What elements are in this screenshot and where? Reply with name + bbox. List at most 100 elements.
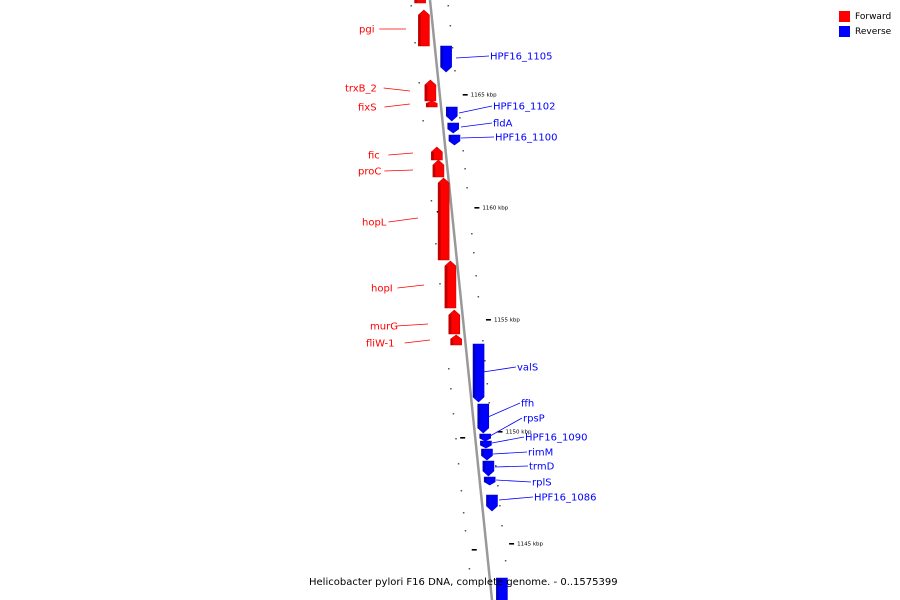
- minor-tick: [486, 383, 489, 385]
- label-connector: [460, 122, 493, 128]
- gene-label: HPF16_1086: [534, 493, 596, 504]
- gene-shade: [446, 107, 449, 116]
- scale-tick-label: 1155 kbp: [494, 318, 520, 324]
- gene-label: fixS: [358, 103, 377, 114]
- major-tick: [462, 94, 468, 96]
- minor-tick: [504, 560, 507, 562]
- scale-tick-label: 1165 kbp: [471, 93, 497, 99]
- minor-tick: [497, 485, 499, 487]
- minor-tick: [477, 296, 480, 298]
- minor-tick: [451, 47, 454, 49]
- minor-tick: [455, 438, 457, 440]
- gene-shade: [432, 165, 436, 177]
- legend-item-forward: Forward: [839, 9, 891, 24]
- map-caption: Helicobacter pylori F16 DNA, complete ge…: [309, 577, 618, 588]
- gene-label: HPF16_1102: [493, 102, 555, 113]
- gene-fliW-1: [450, 334, 462, 346]
- label-connector: [384, 169, 414, 172]
- label-connector: [492, 451, 528, 455]
- gene-HPF16_1105: [440, 45, 452, 73]
- gene-label: ffh: [521, 399, 534, 410]
- gene-shade: [418, 15, 421, 46]
- label-connector: [383, 87, 411, 92]
- gene-shade: [482, 461, 486, 471]
- gene-proC: [432, 159, 445, 178]
- gene-HPF16_1086: [486, 494, 498, 512]
- minor-tick: [450, 388, 452, 390]
- minor-tick: [454, 70, 456, 72]
- label-connector: [388, 217, 419, 223]
- minor-tick: [471, 233, 473, 235]
- gene-shade: [473, 344, 476, 397]
- gene-label: rimM: [528, 448, 553, 459]
- minor-tick: [457, 463, 460, 465]
- major-tick-left: [471, 549, 477, 551]
- label-connector: [494, 465, 529, 468]
- legend-label-forward: Forward: [855, 11, 892, 22]
- gene-label: murG: [370, 322, 398, 333]
- gene-label: hopI: [371, 284, 393, 295]
- gene-label: fic: [368, 151, 380, 162]
- gene-hopL: [437, 177, 450, 261]
- minor-tick: [414, 42, 416, 44]
- gene-label: proC: [358, 167, 381, 178]
- minor-tick: [464, 530, 467, 532]
- label-connector: [495, 479, 532, 483]
- minor-tick: [499, 505, 501, 507]
- label-connector: [455, 55, 490, 59]
- gene-label: HPF16_1105: [490, 52, 552, 63]
- gene-rpsP: [479, 433, 492, 442]
- label-connector: [489, 417, 523, 437]
- minor-tick: [460, 490, 463, 492]
- minor-tick: [410, 5, 413, 7]
- gene-HPF16_1090: [480, 440, 492, 449]
- label-connector: [491, 436, 525, 444]
- label-connector: [482, 366, 517, 373]
- gene-arrow: [496, 577, 508, 600]
- minor-tick: [495, 465, 497, 467]
- label-connector: [458, 105, 493, 114]
- legend-swatch-reverse: [839, 26, 850, 37]
- major-tick-left: [460, 437, 466, 439]
- gene-shade: [426, 103, 429, 107]
- gene-shade: [414, 0, 418, 3]
- gene-shade: [431, 152, 434, 160]
- gene-label: hopL: [362, 218, 387, 229]
- minor-tick: [462, 512, 465, 514]
- gene-fixS: [425, 100, 438, 108]
- label-connector: [396, 323, 429, 327]
- gene-rplS: [483, 476, 496, 486]
- minor-tick: [439, 283, 441, 285]
- label-connector: [388, 152, 414, 156]
- gene-fldA: [447, 122, 460, 134]
- gene-shade: [477, 404, 481, 428]
- gene-rimM: [481, 448, 493, 461]
- gene-label: trxB_2: [345, 84, 377, 95]
- label-connector: [487, 402, 521, 418]
- gene-pgi-body: [418, 9, 430, 47]
- gene-label: HPF16_1090: [525, 433, 587, 444]
- minor-tick: [468, 568, 471, 570]
- gene-hopI: [444, 260, 457, 309]
- genes: [414, 0, 508, 600]
- gene-shade: [496, 578, 499, 600]
- minor-tick: [459, 117, 461, 119]
- major-tick: [497, 431, 503, 433]
- gene-shade: [444, 266, 448, 308]
- gene-shade: [480, 441, 483, 446]
- gene-valS: [472, 343, 485, 403]
- minor-tick: [501, 525, 503, 527]
- minor-tick: [475, 275, 477, 277]
- gene-murG: [448, 309, 461, 335]
- minor-tick: [435, 243, 437, 245]
- gene-offscreen-bottom: [496, 577, 508, 600]
- minor-tick: [482, 340, 484, 342]
- label-connector: [384, 103, 411, 108]
- scale-tick-label: 1150 kbp: [506, 430, 532, 436]
- gene-arrow: [414, 0, 426, 4]
- minor-tick: [447, 5, 450, 7]
- gene-trmD: [482, 460, 495, 477]
- minor-tick: [418, 82, 420, 84]
- minor-tick: [466, 187, 468, 189]
